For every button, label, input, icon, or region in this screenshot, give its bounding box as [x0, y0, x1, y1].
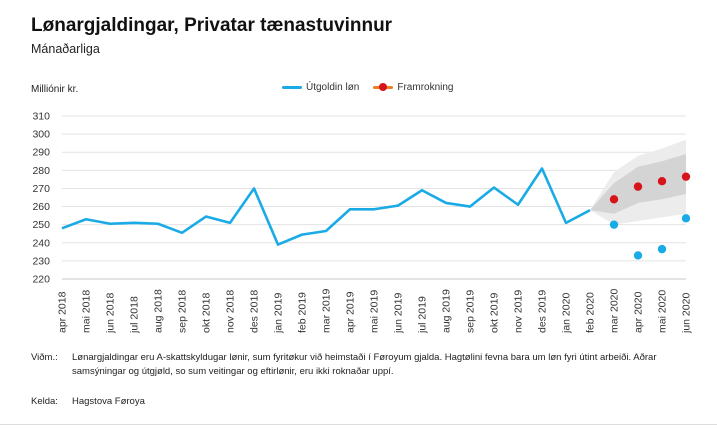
- x-tick-label: jan 2019: [273, 293, 285, 334]
- forecast-point: [609, 195, 619, 204]
- actual-point: [633, 251, 643, 260]
- legend-item-actual: Útgoldin løn: [282, 82, 359, 93]
- y-axis-unit-label: Milliónir kr.: [31, 84, 79, 95]
- x-tick-label: nov 2019: [513, 290, 525, 333]
- actual-point: [609, 220, 619, 229]
- y-tick-label: 250: [32, 219, 50, 231]
- y-tick-label: 270: [32, 183, 50, 195]
- legend-label-actual: Útgoldin løn: [306, 82, 360, 93]
- x-tick-label: apr 2020: [633, 291, 645, 333]
- x-tick-label: okt 2019: [489, 293, 501, 333]
- forecast-point: [633, 182, 643, 191]
- x-tick-label: aug 2019: [441, 289, 453, 333]
- x-tick-label: des 2018: [249, 290, 261, 333]
- series-line-utgoldin-lon: [61, 167, 591, 246]
- x-tick-label: mar 2019: [321, 288, 333, 333]
- x-tick-label: apr 2019: [345, 291, 357, 333]
- legend-forecast-swatch: [373, 83, 394, 91]
- x-tick-label: mai 2019: [369, 290, 381, 333]
- actual-point: [681, 214, 691, 223]
- x-tick-label: sep 2019: [465, 290, 477, 333]
- legend-line-swatch: [282, 86, 302, 89]
- forecast-point: [681, 172, 691, 181]
- x-tick-label: jul 2019: [417, 296, 429, 334]
- chart-title: Lønargjaldingar, Privatar tænastuvinnur: [31, 15, 393, 36]
- x-tick-label: des 2019: [537, 290, 549, 333]
- x-tick-label: jun 2019: [393, 293, 405, 334]
- source-label: Kelda:: [31, 396, 58, 407]
- x-tick-label: jun 2018: [105, 293, 117, 334]
- x-tick-label: nov 2018: [225, 290, 237, 333]
- x-tick-label: apr 2018: [57, 291, 69, 333]
- actual-point: [657, 244, 667, 254]
- x-tick-label: mai 2020: [657, 290, 669, 333]
- x-tick-label: jun 2020: [681, 293, 693, 334]
- chart-subtitle: Mánaðarliga: [31, 42, 100, 56]
- y-tick-label: 290: [32, 147, 50, 159]
- x-tick-label: jul 2018: [129, 296, 141, 334]
- y-tick-label: 280: [32, 165, 50, 177]
- chart-legend: Útgoldin løn Framrokning: [282, 82, 468, 93]
- chart-notes: Viðm.: Lønargjaldingar eru A-skattskyldu…: [31, 351, 691, 379]
- y-tick-label: 220: [32, 274, 50, 286]
- x-tick-label: mar 2020: [609, 288, 621, 333]
- y-tick-label: 310: [32, 111, 50, 123]
- bottom-divider: [0, 424, 717, 425]
- forecast-point: [657, 177, 667, 186]
- x-tick-label: mai 2018: [81, 290, 93, 333]
- chart-source: Kelda: Hagstova Føroya: [31, 396, 145, 407]
- y-tick-label: 300: [32, 129, 50, 141]
- x-tick-label: okt 2018: [201, 293, 213, 333]
- legend-label-forecast: Framrokning: [397, 82, 454, 93]
- x-tick-label: aug 2018: [153, 289, 165, 333]
- x-tick-label: feb 2020: [585, 292, 597, 333]
- y-tick-label: 240: [32, 237, 50, 249]
- x-tick-label: jan 2020: [561, 293, 573, 334]
- y-tick-label: 230: [32, 255, 50, 267]
- line-chart: 220 230 240 250 260 270 280 290 300 310 apr 2018 ma…: [32, 111, 693, 335]
- notes-label: Viðm.:: [31, 352, 58, 363]
- x-tick-label: sep 2018: [177, 290, 189, 333]
- legend-item-forecast: Framrokning: [373, 82, 454, 93]
- y-tick-label: 260: [32, 201, 50, 213]
- notes-text: Lønargjaldingar eru A-skattskyldugar løn…: [72, 352, 657, 377]
- x-tick-label: feb 2019: [297, 292, 309, 333]
- source-text: Hagstova Føroya: [72, 396, 145, 407]
